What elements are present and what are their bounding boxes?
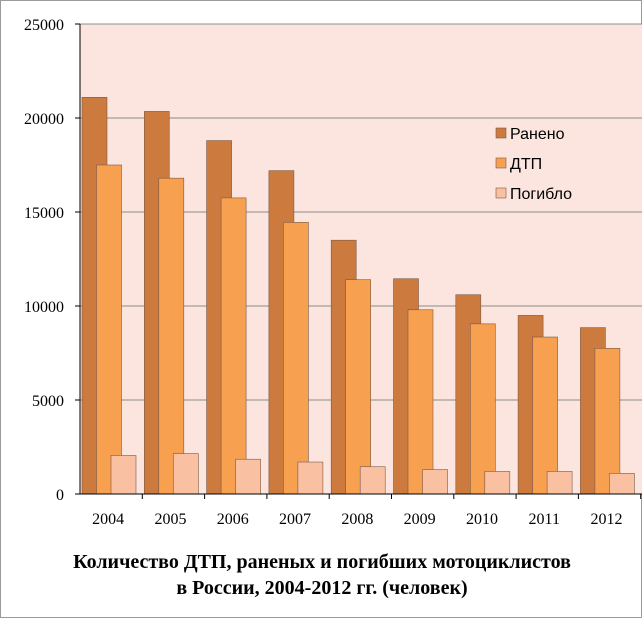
bar-2005-2 [173,453,199,495]
legend: Ранено ДТП Погибло [495,126,572,203]
legend-swatch [495,127,507,139]
bar-2008-2 [359,466,386,495]
bars [81,97,635,495]
bar-2008-1 [345,279,372,495]
chart-title-line-1: Количество ДТП, раненых и погибших мотоц… [73,551,571,573]
bar-2012-1 [594,347,621,495]
y-tick-label: 25000 [24,17,64,34]
bar-2004-1 [96,164,122,495]
x-tick-label: 2005 [154,511,186,528]
y-tick-label: 0 [56,487,64,504]
bar-2007-1 [283,222,309,495]
x-tick-label: 2004 [92,511,124,528]
chart-title: Количество ДТП, раненых и погибших мотоц… [1,549,642,601]
bar-2009-1 [407,309,434,495]
legend-label: Ранено [510,126,565,143]
y-tick-labels: 0 5000 10000 15000 20000 25000 [24,17,80,504]
legend-label: ДТП [510,156,542,173]
x-tick-label: 2011 [529,511,560,528]
bar-2010-2 [484,471,511,495]
bar-2007-2 [297,461,324,495]
y-tick-label: 10000 [24,299,64,316]
x-tick-label: 2006 [217,511,249,528]
bar-2011-1 [532,336,558,495]
bar-2004-2 [110,455,137,495]
bar-2006-1 [220,197,247,495]
axes [79,24,642,495]
x-tick-label: 2008 [341,511,373,528]
y-tick-label: 5000 [32,393,64,410]
x-tick-label: 2007 [279,511,311,528]
x-tick-labels: 2004 2005 2006 2007 2008 2009 2010 2011 2012 [92,494,642,528]
y-tick-label: 15000 [24,205,64,222]
x-tick-label: 2010 [466,511,498,528]
legend-swatch [495,157,507,169]
bar-2011-2 [546,471,573,495]
chart-title-line-2: в России, 2004-2012 гг. (человек) [176,577,468,599]
x-tick-label: 2009 [404,511,436,528]
bar-2009-2 [422,469,448,495]
y-tick-label: 20000 [24,111,64,128]
x-tick-label: 2012 [591,511,623,528]
legend-swatch [495,187,507,199]
bar-2012-2 [609,473,635,495]
bar-2006-2 [235,458,261,495]
bar-2005-1 [158,177,185,495]
bar-2010-1 [469,323,496,495]
legend-label: Погибло [510,186,572,203]
